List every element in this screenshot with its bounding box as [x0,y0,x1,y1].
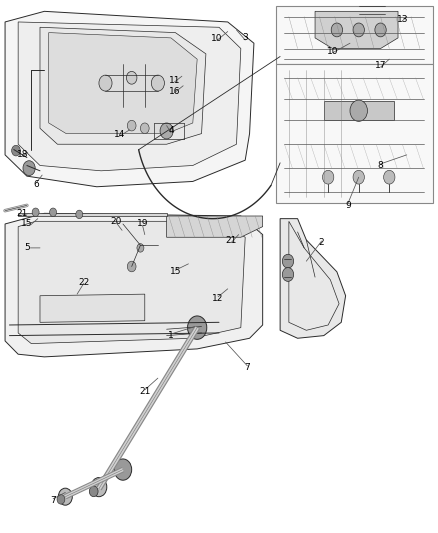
Circle shape [89,486,98,497]
Polygon shape [49,33,197,134]
Text: 21: 21 [226,237,237,246]
Circle shape [137,244,144,252]
Circle shape [32,208,39,216]
Circle shape [160,123,173,139]
Circle shape [58,488,72,505]
Text: 21: 21 [139,387,151,396]
Circle shape [57,495,65,504]
Polygon shape [18,22,241,171]
Text: 5: 5 [24,244,30,253]
Text: 22: 22 [78,278,89,287]
Text: 20: 20 [111,217,122,226]
Text: 18: 18 [17,150,28,159]
Polygon shape [166,216,263,237]
Polygon shape [5,11,254,187]
Text: 21: 21 [17,209,28,218]
Polygon shape [280,219,346,338]
Polygon shape [18,213,166,216]
Circle shape [283,268,293,281]
Text: 17: 17 [375,61,386,70]
Text: 9: 9 [345,201,351,210]
Text: 16: 16 [169,86,180,95]
Circle shape [353,23,364,37]
Text: 7: 7 [50,496,56,505]
Polygon shape [324,101,394,120]
Circle shape [187,316,207,340]
Text: 10: 10 [211,35,223,44]
Polygon shape [40,294,145,322]
Polygon shape [18,221,245,344]
Polygon shape [5,213,263,357]
Text: 12: 12 [212,294,224,303]
Polygon shape [40,27,206,144]
Text: 10: 10 [327,47,338,55]
Circle shape [99,75,112,91]
Circle shape [375,23,386,37]
Text: 4: 4 [168,126,174,135]
Text: 15: 15 [170,268,181,276]
Text: 15: 15 [21,220,33,229]
Text: 6: 6 [34,180,39,189]
Text: 7: 7 [244,363,250,372]
Circle shape [151,75,164,91]
Circle shape [384,170,395,184]
Text: 2: 2 [319,238,325,247]
Text: 11: 11 [169,76,180,85]
Text: 19: 19 [137,220,148,229]
Circle shape [141,123,149,134]
Circle shape [127,120,136,131]
Circle shape [49,208,57,216]
Text: 14: 14 [114,130,125,139]
Text: 13: 13 [397,15,408,24]
Circle shape [114,459,132,480]
FancyBboxPatch shape [276,6,433,64]
Text: 8: 8 [378,161,383,170]
Circle shape [23,161,35,175]
Circle shape [127,71,137,84]
Polygon shape [315,11,398,49]
Circle shape [350,100,367,122]
Text: 3: 3 [242,34,248,43]
Circle shape [12,146,20,156]
Circle shape [76,210,83,219]
Circle shape [127,261,136,272]
Circle shape [91,478,107,497]
Circle shape [331,23,343,37]
Circle shape [322,170,334,184]
Circle shape [283,254,293,268]
FancyBboxPatch shape [276,64,433,203]
Text: 1: 1 [168,331,174,340]
Circle shape [353,170,364,184]
